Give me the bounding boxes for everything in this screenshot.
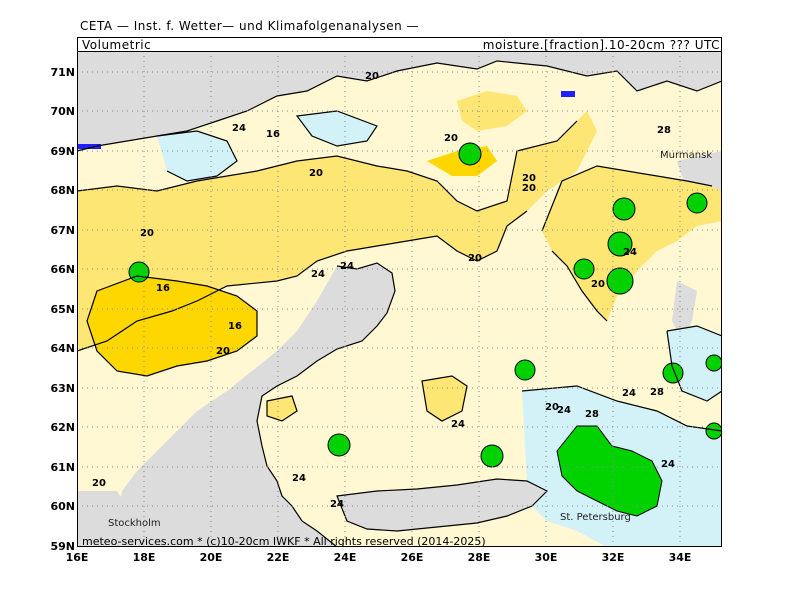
contour-label: 20 bbox=[309, 168, 323, 179]
water-deep-nw bbox=[77, 144, 101, 149]
lat-label-61n: 61N bbox=[50, 461, 75, 474]
gulf-of-bothnia bbox=[117, 263, 395, 547]
contour-label: 24 bbox=[311, 269, 325, 280]
cls28-north-west bbox=[157, 131, 237, 181]
contour-label: 16 bbox=[156, 283, 170, 294]
contour-label: 28 bbox=[650, 387, 664, 398]
baltic-south bbox=[77, 491, 157, 547]
lat-label-70n: 70N bbox=[50, 105, 75, 118]
contour-label: 24 bbox=[557, 405, 571, 416]
contour-label: 16 bbox=[228, 321, 242, 332]
water-deep-ne bbox=[561, 91, 575, 97]
lat-label-68n: 68N bbox=[50, 184, 75, 197]
lat-label-64n: 64N bbox=[50, 342, 75, 355]
lon-label-28e: 28E bbox=[467, 551, 491, 564]
city-st-petersburg: St. Petersburg bbox=[560, 512, 631, 523]
contour-label: 24 bbox=[232, 123, 246, 134]
city-stockholm: Stockholm bbox=[108, 518, 161, 529]
gulf-of-finland bbox=[337, 479, 547, 531]
contour-label: 24 bbox=[340, 261, 354, 272]
chart-title: CETA — Inst. f. Wetter— und Klimafolgena… bbox=[80, 19, 420, 33]
contour-label: 20 bbox=[92, 478, 106, 489]
lat-label-67n: 67N bbox=[50, 224, 75, 237]
lon-label-30e: 30E bbox=[534, 551, 558, 564]
cls20-pocket bbox=[267, 396, 297, 421]
contour-label: 24 bbox=[623, 247, 637, 258]
city-murmansk: Murmansk bbox=[660, 150, 713, 161]
contour-label: 20 bbox=[140, 228, 154, 239]
lat-label-63n: 63N bbox=[50, 382, 75, 395]
green-blobs bbox=[128, 142, 722, 517]
lon-label-22e: 22E bbox=[266, 551, 290, 564]
contour-label: 24 bbox=[622, 388, 636, 399]
lon-label-34e: 34E bbox=[668, 551, 692, 564]
lat-label-65n: 65N bbox=[50, 303, 75, 316]
lon-label-32e: 32E bbox=[601, 551, 625, 564]
copyright-footer: meteo-services.com * (c)10-20cm IWKF * A… bbox=[82, 535, 486, 548]
lon-label-20e: 20E bbox=[199, 551, 223, 564]
lon-label-26e: 26E bbox=[400, 551, 424, 564]
contour-label: 28 bbox=[585, 409, 599, 420]
contour-label: 20 bbox=[522, 183, 536, 194]
lat-label-59n: 59N bbox=[50, 540, 75, 553]
contour-label: 24 bbox=[292, 473, 306, 484]
contour-label: 24 bbox=[330, 499, 344, 510]
cls20-south bbox=[422, 376, 467, 421]
lat-label-60n: 60N bbox=[50, 500, 75, 513]
lat-label-66n: 66N bbox=[50, 263, 75, 276]
sea-norway bbox=[77, 51, 722, 151]
contour-label: 20 bbox=[591, 279, 605, 290]
lat-label-69n: 69N bbox=[50, 145, 75, 158]
cls28-east bbox=[667, 326, 722, 401]
lake-ladoga bbox=[672, 281, 697, 341]
cls28-north-mid bbox=[297, 111, 377, 146]
contour-label: 20 bbox=[444, 133, 458, 144]
contour-label: 20 bbox=[545, 402, 559, 413]
contour-label: 20 bbox=[365, 71, 379, 82]
lat-label-62n: 62N bbox=[50, 421, 75, 434]
cls16-west bbox=[87, 276, 257, 376]
variable-description: moisture.[fraction].10-20cm ??? UTC bbox=[482, 38, 720, 52]
lon-label-24e: 24E bbox=[333, 551, 357, 564]
lat-label-71n: 71N bbox=[50, 66, 75, 79]
header-box bbox=[77, 37, 722, 51]
variable-label: Volumetric bbox=[82, 38, 152, 52]
map-frame bbox=[77, 51, 722, 547]
contour-label: 24 bbox=[451, 419, 465, 430]
contour-label: 16 bbox=[266, 129, 280, 140]
contour-label: 20 bbox=[468, 253, 482, 264]
contour-lines bbox=[77, 60, 722, 547]
contour-label: 24 bbox=[661, 459, 675, 470]
lon-label-18e: 18E bbox=[132, 551, 156, 564]
contour-label: 28 bbox=[657, 125, 671, 136]
contour-label: 20 bbox=[216, 346, 230, 357]
contour-label: 20 bbox=[522, 173, 536, 184]
lon-label-16e: 16E bbox=[65, 551, 89, 564]
